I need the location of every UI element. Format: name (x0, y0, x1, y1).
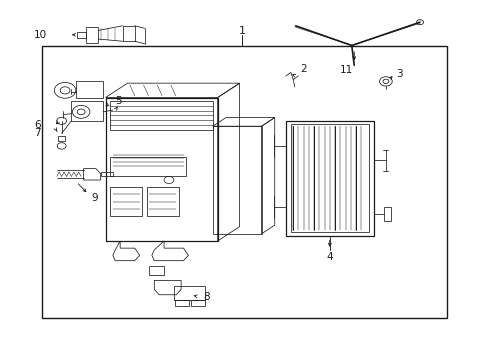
Text: 8: 8 (203, 292, 209, 302)
Bar (147, 187, 178, 216)
Bar (71, 101, 103, 121)
Bar (190, 300, 204, 306)
Bar (77, 32, 86, 38)
Text: 1: 1 (238, 26, 245, 36)
Bar (86, 27, 98, 42)
Bar (58, 135, 65, 140)
Text: 7: 7 (34, 129, 41, 138)
Bar (110, 101, 212, 130)
Text: 3: 3 (395, 69, 402, 79)
Bar (110, 157, 185, 176)
Bar (76, 81, 103, 98)
Bar (42, 45, 446, 318)
Bar (173, 286, 205, 300)
Bar (175, 300, 188, 306)
Text: 10: 10 (34, 30, 47, 40)
Bar (110, 187, 142, 216)
Bar (290, 125, 368, 232)
Text: 4: 4 (326, 252, 332, 262)
Text: 2: 2 (300, 64, 306, 74)
Text: 9: 9 (91, 193, 97, 203)
Text: 11: 11 (340, 65, 353, 75)
Text: 6: 6 (34, 120, 41, 130)
Text: 5: 5 (115, 96, 122, 106)
